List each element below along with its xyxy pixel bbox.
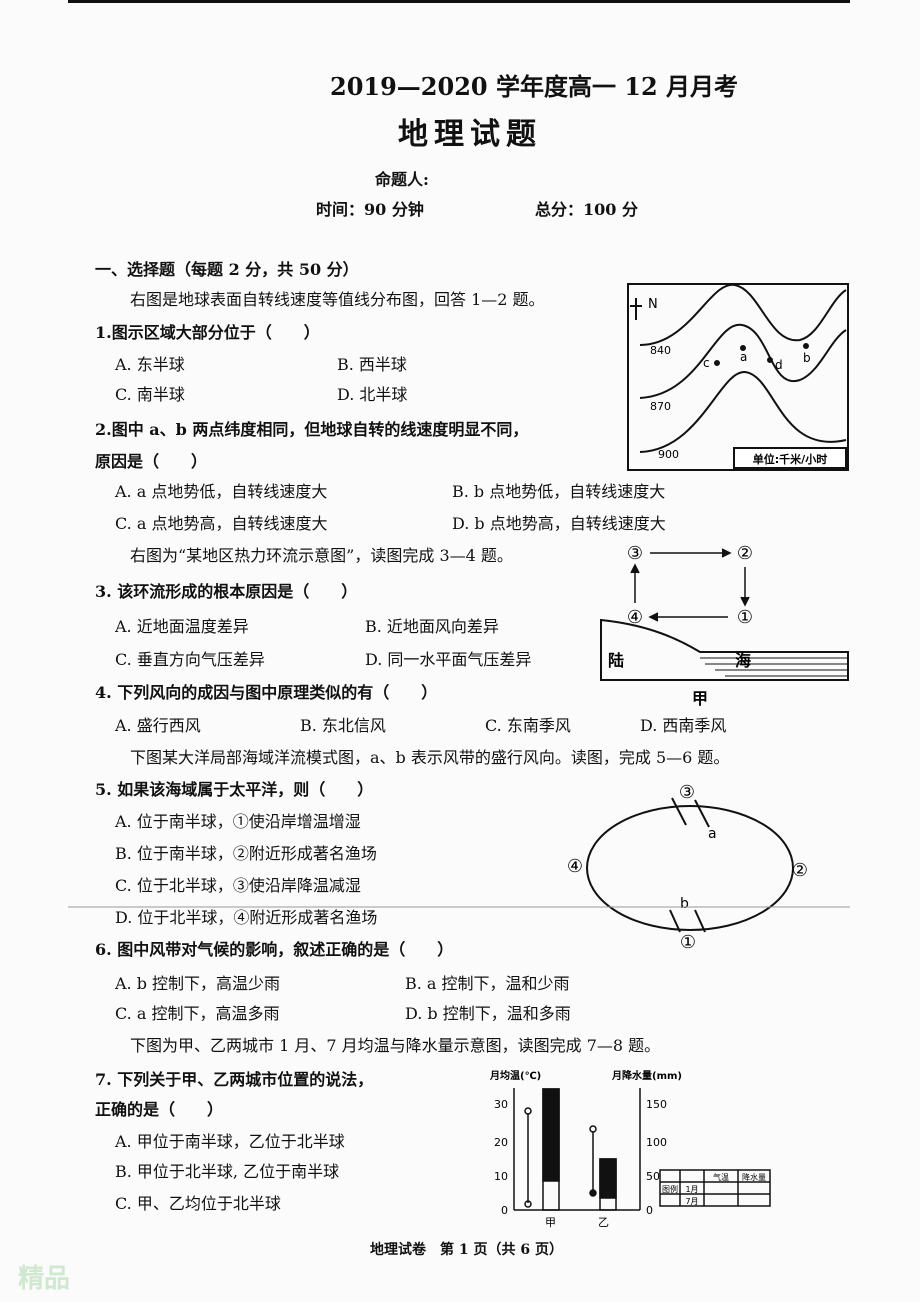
option: C. a 点地势高，自转线速度大 [115, 514, 328, 533]
option: B. a 控制下，温和少雨 [405, 974, 570, 993]
option: D. 北半球 [337, 385, 408, 404]
contour-label: 900 [658, 448, 679, 461]
contour-label: 870 [650, 400, 671, 413]
node-label: ③ [679, 782, 695, 803]
section-title: 一、选择题（每题 2 分，共 50 分） [95, 260, 359, 279]
option: D. 西南季风 [640, 716, 727, 735]
node-label: ① [737, 607, 753, 628]
y2-tick: 150 [646, 1098, 667, 1111]
option: B. 东北信风 [300, 716, 386, 735]
node-label: ① [680, 932, 696, 953]
question-stem: 5. 如果该海域属于太平洋，则（ ） [95, 780, 374, 799]
legend-row: 1月 [685, 1185, 698, 1194]
question-stem: 原因是（ ） [95, 452, 208, 471]
node-label: ② [737, 543, 753, 564]
y1-tick: 10 [494, 1170, 508, 1183]
option: D. 同一水平面气压差异 [365, 650, 532, 669]
legend-row: 7月 [685, 1197, 698, 1206]
author: 命题人: [375, 170, 429, 189]
intro: 右图是地球表面自转线速度等值线分布图，回答 1—2 题。 [130, 290, 545, 309]
option: C. 位于北半球，③使沿岸降温减湿 [115, 876, 361, 895]
y1-tick: 30 [494, 1098, 508, 1111]
option: A. b 控制下，高温少雨 [115, 974, 281, 993]
point-label: c [703, 356, 710, 370]
question-stem: 1.图示区域大部分位于（ ） [95, 323, 320, 342]
question-stem: 3. 该环流形成的根本原因是（ ） [95, 582, 358, 601]
option: A. 近地面温度差异 [115, 617, 249, 636]
y1-tick: 0 [501, 1204, 508, 1217]
land-label: 陆 [608, 651, 624, 670]
caption: 甲 [692, 689, 708, 708]
wind-label: b [680, 896, 689, 912]
contour-figure [627, 283, 849, 471]
question-stem: 2.图中 a、b 两点纬度相同，但地球自转的线速度明显不同， [95, 420, 529, 439]
subject: 地理试题 [398, 117, 542, 152]
point-label: a [740, 350, 747, 364]
intro: 右图为“某地区热力环流示意图”，读图完成 3—4 题。 [130, 546, 513, 565]
score: 总分：100 分 [535, 200, 638, 219]
legend-head: 气温 [713, 1172, 729, 1182]
top-rule [68, 0, 850, 3]
question-stem: 7. 下列关于甲、乙两城市位置的说法， [95, 1070, 374, 1089]
y1-tick: 20 [494, 1136, 508, 1149]
option: A. 盛行西风 [115, 716, 201, 735]
intro: 下图为甲、乙两城市 1 月、7 月均温与降水量示意图，读图完成 7—8 题。 [130, 1036, 661, 1055]
current-figure [586, 797, 794, 933]
climate-figure [513, 1088, 771, 1211]
circulation-figure [600, 548, 849, 681]
option: B. 西半球 [337, 355, 407, 374]
intro: 下图某大洋局部海域洋流模式图，a、b 表示风带的盛行风向。读图，完成 5—6 题… [130, 748, 730, 767]
footer: 地理试卷 第 1 页（共 6 页） [370, 1242, 563, 1258]
option: C. 甲、乙均位于北半球 [115, 1194, 281, 1213]
contour-label: 840 [650, 344, 671, 357]
option: A. 甲位于南半球，乙位于北半球 [115, 1132, 345, 1151]
exam-title: 2019—2020 学年度高一 12 月月考 [330, 72, 739, 101]
option: A. a 点地势低，自转线速度大 [115, 482, 328, 501]
node-label: ② [792, 860, 808, 881]
city-label: 乙 [598, 1216, 609, 1229]
option: C. 南半球 [115, 385, 185, 404]
option: B. 甲位于北半球, 乙位于南半球 [115, 1162, 340, 1181]
node-label: ④ [567, 856, 583, 877]
watermark: 精品 [18, 1264, 71, 1294]
north-label: N [648, 297, 658, 312]
legend-title: 图例 [662, 1184, 678, 1194]
y2-tick: 50 [646, 1170, 660, 1183]
node-label: ③ [627, 543, 643, 564]
option: B. b 点地势低，自转线速度大 [452, 482, 666, 501]
option: C. 东南季风 [485, 716, 571, 735]
option: A. 位于南半球，①使沿岸增温增湿 [115, 812, 361, 831]
point-label: d [775, 358, 783, 372]
legend-head: 降水量 [742, 1172, 766, 1182]
wind-label: a [708, 826, 717, 842]
option: D. b 控制下，温和多雨 [405, 1004, 571, 1023]
time: 时间：90 分钟 [316, 200, 424, 219]
y2-tick: 100 [646, 1136, 667, 1149]
option: B. 位于南半球，②附近形成著名渔场 [115, 844, 377, 863]
option: B. 近地面风向差异 [365, 617, 499, 636]
y2-tick: 0 [646, 1204, 653, 1217]
question-stem: 正确的是（ ） [95, 1100, 224, 1119]
unit-label: 单位:千米/小时 [753, 452, 827, 466]
option: D. b 点地势高，自转线速度大 [452, 514, 666, 533]
y1-title: 月均温(℃) [489, 1069, 541, 1082]
point-label: b [803, 351, 811, 365]
node-label: ④ [627, 607, 643, 628]
sea-label: 海 [735, 651, 751, 670]
city-label: 甲 [545, 1216, 556, 1229]
option: A. 东半球 [115, 355, 185, 374]
option: D. 位于北半球，④附近形成著名渔场 [115, 908, 378, 927]
question-stem: 6. 图中风带对气候的影响，叙述正确的是（ ） [95, 940, 454, 959]
option: C. a 控制下，高温多雨 [115, 1004, 280, 1023]
y2-title: 月降水量(mm) [611, 1069, 682, 1082]
option: C. 垂直方向气压差异 [115, 650, 265, 669]
question-stem: 4. 下列风向的成因与图中原理类似的有（ ） [95, 683, 438, 702]
